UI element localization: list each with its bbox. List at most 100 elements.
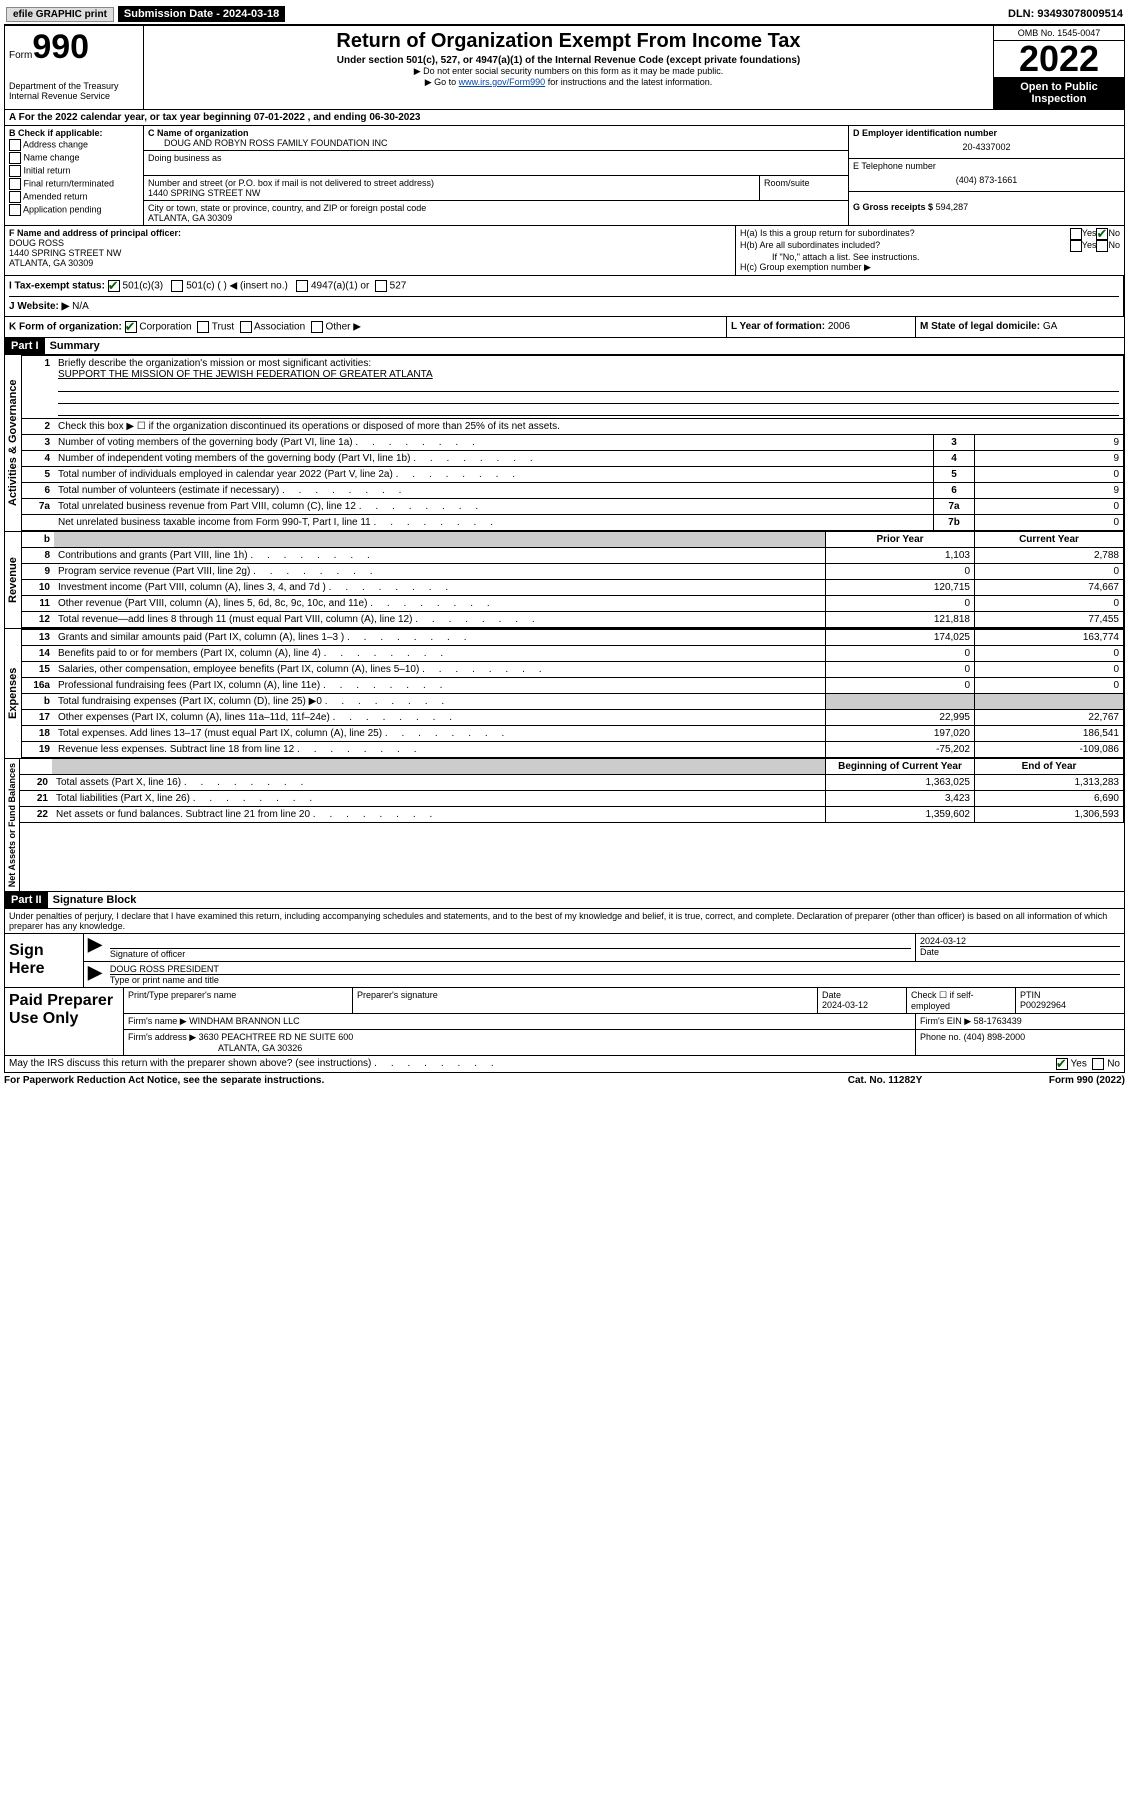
hb-yes[interactable] <box>1070 240 1082 252</box>
section-a: A For the 2022 calendar year, or tax yea… <box>4 110 1125 126</box>
may-irs-no[interactable] <box>1092 1058 1104 1070</box>
check-address-change[interactable]: Address change <box>9 139 139 151</box>
i-4947[interactable] <box>296 280 308 292</box>
prior-year-header: Prior Year <box>826 532 975 548</box>
part2-header-row: Part II Signature Block <box>4 892 1125 909</box>
city-label: City or town, state or province, country… <box>148 203 844 213</box>
k-opt-trust: Trust <box>212 322 234 333</box>
org-name: DOUG AND ROBYN ROSS FAMILY FOUNDATION IN… <box>148 138 844 148</box>
k-opt-assoc: Association <box>254 322 305 333</box>
block-bcd: B Check if applicable: Address change Na… <box>4 126 1125 226</box>
k-trust[interactable] <box>197 321 209 333</box>
efile-button[interactable]: efile GRAPHIC print <box>6 7 114 22</box>
form-header-center: Return of Organization Exempt From Incom… <box>144 26 993 109</box>
k-assoc[interactable] <box>240 321 252 333</box>
net-label: Net Assets or Fund Balances <box>5 759 20 891</box>
section-a-text: A For the 2022 calendar year, or tax yea… <box>9 112 420 123</box>
i-opt2: 501(c) ( ) ◀ (insert no.) <box>186 281 288 292</box>
cat-no: Cat. No. 11282Y <box>785 1075 985 1086</box>
hc-label: H(c) Group exemption number ▶ <box>740 262 1120 273</box>
firm-addr2: ATLANTA, GA 30326 <box>128 1043 302 1053</box>
check-application-pending[interactable]: Application pending <box>9 204 139 216</box>
dept-treasury: Department of the Treasury <box>9 81 139 91</box>
form-subtitle: Under section 501(c), 527, or 4947(a)(1)… <box>148 55 989 66</box>
form-header: Form990 Department of the Treasury Inter… <box>4 24 1125 110</box>
i-opt3: 4947(a)(1) or <box>311 281 369 292</box>
street-label: Number and street (or P.O. box if mail i… <box>148 178 755 188</box>
gross-receipts: 594,287 <box>936 202 969 212</box>
check-initial-return[interactable]: Initial return <box>9 165 139 177</box>
website: N/A <box>72 301 89 312</box>
form-header-left: Form990 Department of the Treasury Inter… <box>5 26 144 109</box>
sig-name: DOUG ROSS PRESIDENT <box>110 964 1120 974</box>
current-year-header: Current Year <box>975 532 1124 548</box>
year-formation: 2006 <box>828 321 850 332</box>
k-corp[interactable] <box>125 321 137 333</box>
part2-title: Signature Block <box>51 892 139 908</box>
arrow-icon: ▶ <box>84 934 106 961</box>
i-opt4: 527 <box>390 281 407 292</box>
check-name-change[interactable]: Name change <box>9 152 139 164</box>
tel-label: E Telephone number <box>853 161 1120 171</box>
pp-date-label: Date <box>822 990 841 1000</box>
j-label: J Website: ▶ <box>9 301 69 312</box>
i-501c3[interactable] <box>108 280 120 292</box>
paid-prep-label: Paid Preparer Use Only <box>5 988 124 1055</box>
f-label: F Name and address of principal officer: <box>9 228 731 238</box>
rev-label: Revenue <box>5 532 22 628</box>
pp-check: Check ☐ if self-employed <box>907 988 1016 1013</box>
k-other[interactable] <box>311 321 323 333</box>
sign-here-label: Sign Here <box>5 934 84 987</box>
sig-officer-label: Signature of officer <box>110 948 911 959</box>
firm-addr-label: Firm's address ▶ <box>128 1032 196 1042</box>
form-prefix: Form <box>9 50 32 61</box>
room-label: Room/suite <box>760 176 848 200</box>
irs-link[interactable]: www.irs.gov/Form990 <box>459 77 546 87</box>
k-opt-other: Other ▶ <box>325 322 360 333</box>
block-ij: I Tax-exempt status: 501(c)(3) 501(c) ( … <box>4 276 1125 317</box>
check-amended-return[interactable]: Amended return <box>9 191 139 203</box>
part1-header: Part I <box>5 338 45 354</box>
block-b: B Check if applicable: Address change Na… <box>5 126 144 225</box>
may-irs-yes[interactable] <box>1056 1058 1068 1070</box>
firm-ein: 58-1763439 <box>974 1016 1022 1026</box>
ha-label: H(a) Is this a group return for subordin… <box>740 228 1070 240</box>
irs-label: Internal Revenue Service <box>9 91 139 101</box>
open-public: Open to Public Inspection <box>994 77 1124 109</box>
ha-no[interactable] <box>1096 228 1108 240</box>
block-b-label: B Check if applicable: <box>9 128 139 138</box>
begin-year-header: Beginning of Current Year <box>826 759 975 775</box>
part1-header-row: Part I Summary <box>4 338 1125 355</box>
hb-note: If "No," attach a list. See instructions… <box>740 252 1120 262</box>
i-opt1: 501(c)(3) <box>123 281 164 292</box>
check-final-return-terminated[interactable]: Final return/terminated <box>9 178 139 190</box>
street: 1440 SPRING STREET NW <box>148 188 755 198</box>
i-527[interactable] <box>375 280 387 292</box>
block-fh: F Name and address of principal officer:… <box>4 226 1125 276</box>
i-501c[interactable] <box>171 280 183 292</box>
form-header-right: OMB No. 1545-0047 2022 Open to Public In… <box>993 26 1124 109</box>
firm-ein-label: Firm's EIN ▶ <box>920 1016 971 1026</box>
ha-yes[interactable] <box>1070 228 1082 240</box>
ein: 20-4337002 <box>853 138 1120 156</box>
submission-date: Submission Date - 2024-03-18 <box>118 6 285 22</box>
part1-title: Summary <box>48 338 102 354</box>
firm-phone-label: Phone no. <box>920 1032 961 1042</box>
no-label: No <box>1107 1059 1120 1070</box>
gov-label: Activities & Governance <box>5 355 22 531</box>
governance-section: Activities & Governance 1 Briefly descri… <box>4 355 1125 532</box>
note2-pre: ▶ Go to <box>425 77 459 87</box>
city: ATLANTA, GA 30309 <box>148 213 844 223</box>
sig-name-label: Type or print name and title <box>110 974 1120 985</box>
arrow-icon: ▶ <box>84 962 106 987</box>
penalty-text: Under penalties of perjury, I declare th… <box>5 909 1124 934</box>
hb-no[interactable] <box>1096 240 1108 252</box>
tax-year: 2022 <box>994 41 1124 77</box>
briefly-label: Briefly describe the organization's miss… <box>58 358 371 369</box>
end-year-header: End of Year <box>975 759 1124 775</box>
gross-label: G Gross receipts $ <box>853 202 933 212</box>
line2: Check this box ▶ ☐ if the organization d… <box>54 419 1124 435</box>
netassets-section: Net Assets or Fund Balances Beginning of… <box>4 759 1125 892</box>
ptin: P00292964 <box>1020 1000 1066 1010</box>
firm-name: WINDHAM BRANNON LLC <box>189 1016 300 1026</box>
